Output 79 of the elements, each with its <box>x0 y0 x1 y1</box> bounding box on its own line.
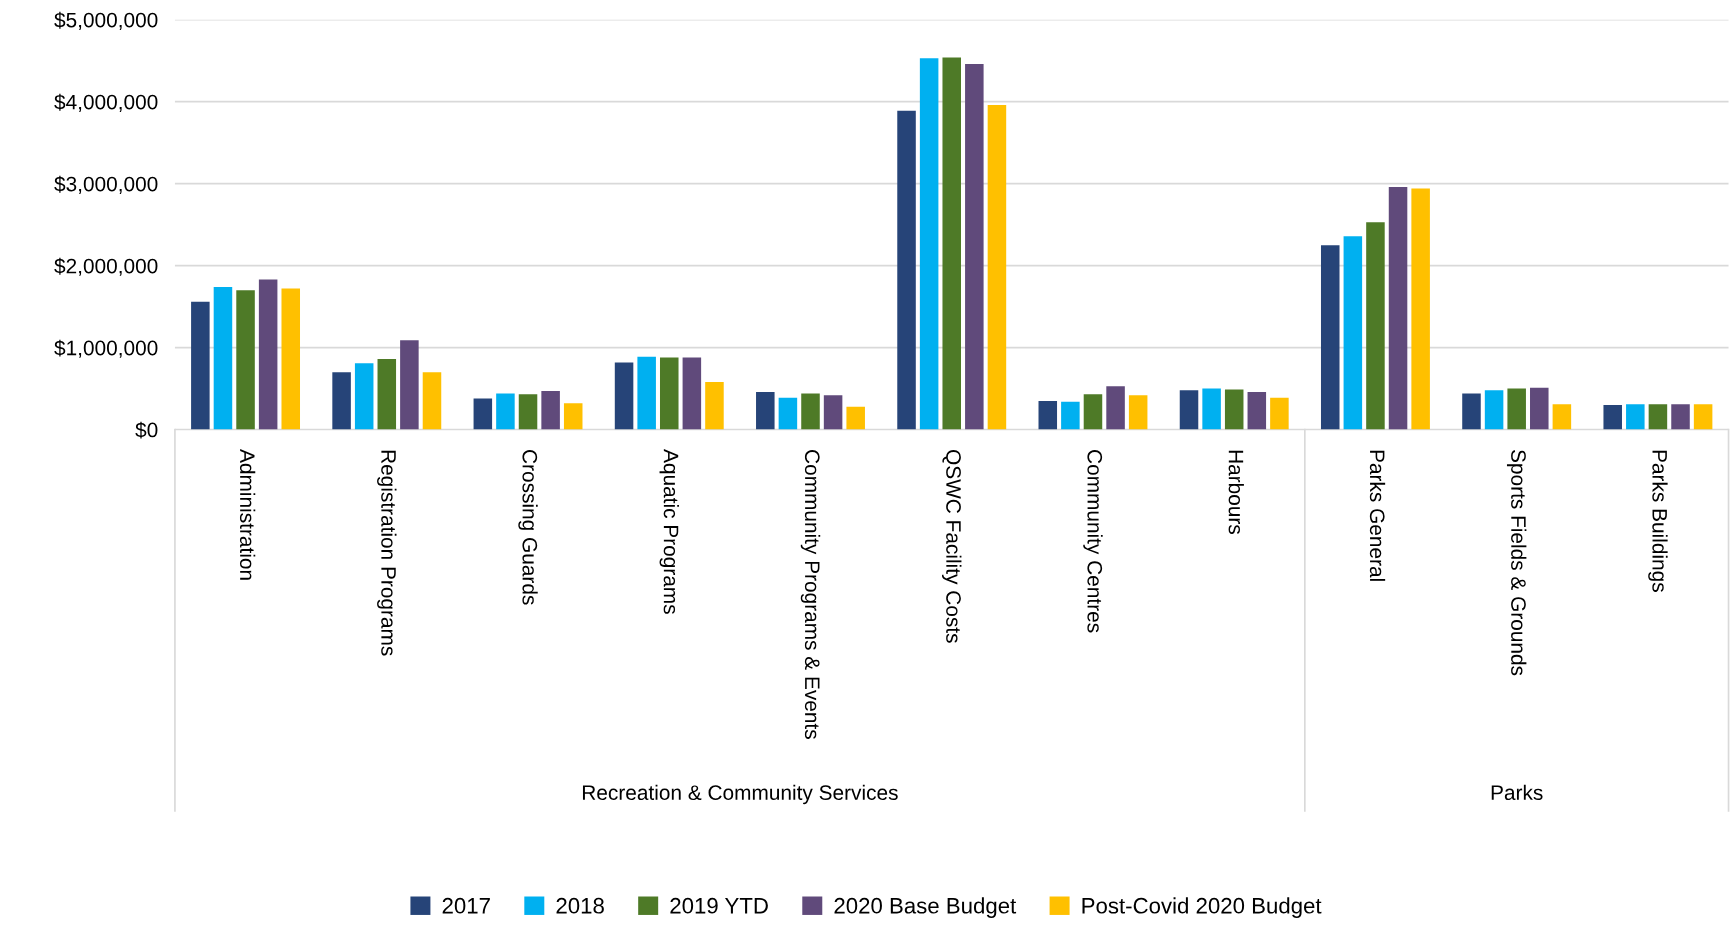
x-tick-label: Community Programs & Events <box>800 450 821 739</box>
bar <box>1202 388 1221 430</box>
bar <box>400 340 419 430</box>
bar <box>919 58 939 430</box>
bar <box>1462 393 1481 430</box>
bar <box>1603 405 1622 430</box>
y-tick-label: $1,000,000 <box>54 339 158 358</box>
x-tick-label: Parks Buildings <box>1648 450 1668 592</box>
legend-label: 2020 Base Budget <box>834 897 1017 918</box>
y-tick-label: $3,000,000 <box>54 175 158 194</box>
bar <box>1411 188 1430 430</box>
bar <box>1038 400 1058 430</box>
bar <box>705 382 724 430</box>
bar <box>1507 388 1526 430</box>
bar <box>496 393 515 430</box>
bar <box>1247 391 1267 430</box>
bar <box>191 301 210 430</box>
x-tick-label: Community Centres <box>1083 450 1103 633</box>
bar <box>1626 404 1645 430</box>
bar <box>637 356 656 430</box>
bar <box>213 286 233 430</box>
bar <box>1552 404 1572 430</box>
y-tick-label: $4,000,000 <box>54 93 158 112</box>
x-tick-label: Registration Programs <box>377 450 397 656</box>
bar <box>258 279 278 430</box>
bar <box>1671 404 1690 430</box>
bar <box>354 363 374 430</box>
x-tick-label: Aquatic Programs <box>659 449 679 614</box>
bar <box>1083 394 1103 430</box>
bar <box>1320 245 1340 430</box>
y-tick-label: $0 <box>135 421 158 439</box>
bar <box>801 393 820 430</box>
y-tick-label: $5,000,000 <box>54 11 158 30</box>
bar <box>1530 387 1549 430</box>
bar <box>422 372 442 430</box>
legend-label: 2019 YTD <box>670 897 768 914</box>
bar <box>965 63 984 430</box>
bar <box>1388 186 1408 430</box>
bar <box>1693 404 1713 430</box>
bar <box>660 357 679 430</box>
bar <box>1106 386 1125 430</box>
bar <box>1343 236 1363 430</box>
y-tick-label: $2,000,000 <box>54 257 158 276</box>
text: Parks <box>1491 784 1543 801</box>
bar <box>1366 222 1385 430</box>
bar <box>281 288 301 430</box>
bar <box>1128 395 1148 430</box>
bar <box>377 359 397 430</box>
text: Recreation & Community Services <box>582 784 898 805</box>
bar <box>1179 390 1199 430</box>
bar <box>682 357 702 430</box>
bar <box>756 391 775 430</box>
x-tick-label: Harbours <box>1228 450 1244 534</box>
bar <box>541 391 560 430</box>
x-tick-label: Crossing Guards <box>518 450 538 605</box>
bar <box>614 362 634 430</box>
bar <box>897 110 916 430</box>
bar <box>1648 404 1668 430</box>
x-tick-label: Administration <box>239 449 256 580</box>
bar <box>473 398 493 430</box>
bar <box>1270 397 1289 430</box>
bar <box>823 395 843 430</box>
bar <box>332 372 351 430</box>
bar <box>942 57 961 430</box>
bar <box>778 397 798 430</box>
legend-label: 2017 <box>442 897 490 914</box>
bar <box>987 104 1007 430</box>
legend-label: Post-Covid 2020 Budget <box>1082 897 1322 918</box>
bar <box>563 403 583 430</box>
bar <box>1484 390 1504 430</box>
bar <box>1061 401 1080 430</box>
bar <box>1224 389 1244 430</box>
x-tick-label: Parks General <box>1369 450 1386 581</box>
x-tick-label: Sports Fields & Grounds <box>1506 450 1527 676</box>
bar <box>846 406 865 430</box>
legend-label: 2018 <box>556 897 604 914</box>
bar <box>236 290 255 430</box>
bar <box>518 394 538 430</box>
x-tick-label: QSWC Facility Costs <box>942 450 962 643</box>
